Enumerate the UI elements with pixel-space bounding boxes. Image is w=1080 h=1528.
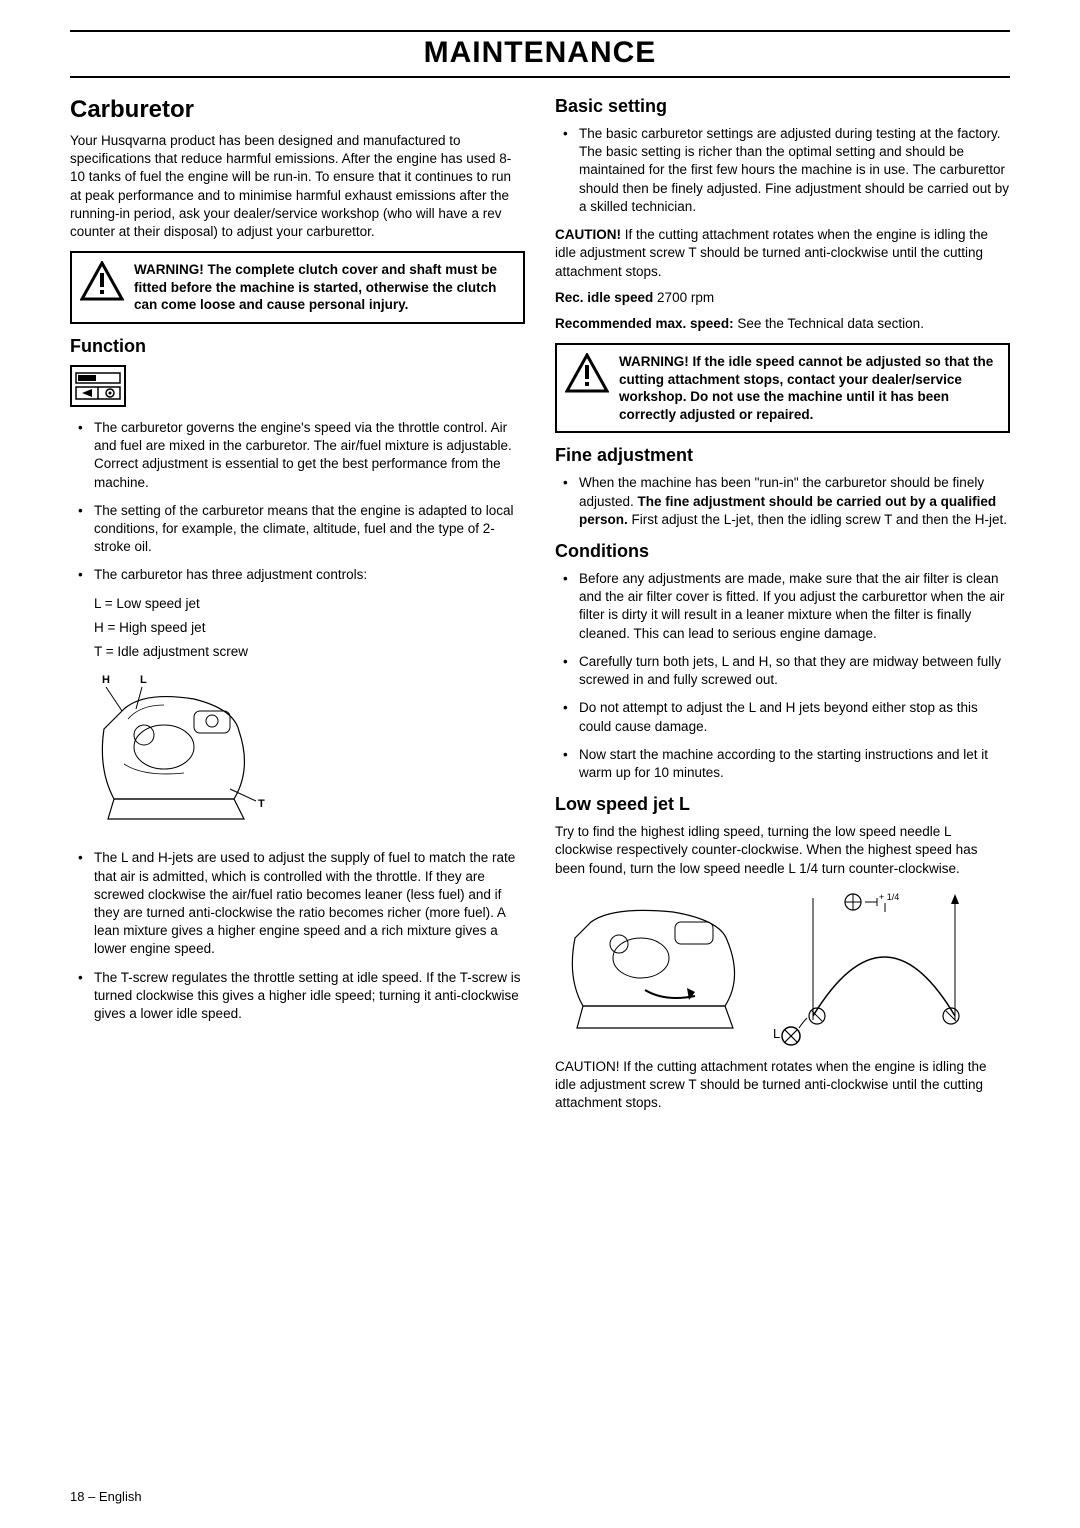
svg-text:H: H (102, 674, 110, 686)
warning-triangle-icon (565, 353, 609, 393)
jet-T: T = Idle adjustment screw (70, 643, 525, 661)
low-speed-diagram: L + 1/4 (555, 888, 975, 1048)
fine-b1-post: First adjust the L-jet, then the idling … (628, 512, 1007, 527)
function-bullet-2: The setting of the carburetor means that… (70, 502, 525, 557)
low-speed-paragraph: Try to find the highest idling speed, tu… (555, 823, 1010, 878)
basic-bullets: The basic carburetor settings are adjust… (555, 125, 1010, 216)
jet-L: L = Low speed jet (70, 595, 525, 613)
function-diagram-icon (70, 365, 126, 407)
page-footer: 18 – English (70, 1489, 142, 1504)
top-rule (70, 30, 1010, 32)
intro-paragraph: Your Husqvarna product has been designed… (70, 132, 525, 241)
rec-idle-value: 2700 rpm (653, 290, 714, 305)
left-column: Carburetor Your Husqvarna product has be… (70, 96, 525, 1123)
cond-bullet-4: Now start the machine according to the s… (555, 746, 1010, 782)
conditions-bullets: Before any adjustments are made, make su… (555, 570, 1010, 782)
function-bullet-1: The carburetor governs the engine's spee… (70, 419, 525, 492)
two-column-layout: Carburetor Your Husqvarna product has be… (70, 96, 1010, 1123)
jet-sublist: L = Low speed jet H = High speed jet T =… (70, 595, 525, 662)
basic-bullet-1: The basic carburetor settings are adjust… (555, 125, 1010, 216)
svg-text:L: L (773, 1026, 780, 1041)
svg-text:T: T (258, 798, 265, 810)
fine-adjustment-heading: Fine adjustment (555, 445, 1010, 466)
engine-diagram-hlt: H L T (84, 669, 274, 839)
warning-text-clutch: WARNING! The complete clutch cover and s… (134, 261, 515, 314)
basic-setting-heading: Basic setting (555, 96, 1010, 117)
function-bullets: The carburetor governs the engine's spee… (70, 419, 525, 585)
function-bullets-2: The L and H-jets are used to adjust the … (70, 849, 525, 1023)
title-rule (70, 76, 1010, 78)
function-bullet-5: The T-screw regulates the throttle setti… (70, 969, 525, 1024)
carburetor-heading: Carburetor (70, 96, 525, 124)
footer-language: – English (84, 1489, 141, 1504)
page-title: MAINTENANCE (70, 36, 1010, 70)
caution-rotating-1: CAUTION! If the cutting attachment rotat… (555, 226, 1010, 281)
jet-H: H = High speed jet (70, 619, 525, 637)
fine-bullet-1: When the machine has been "run-in" the c… (555, 474, 1010, 529)
function-heading: Function (70, 336, 525, 357)
svg-text:+ 1/4: + 1/4 (879, 892, 899, 902)
rec-idle-label: Rec. idle speed (555, 290, 653, 305)
caution-label-1: CAUTION! (555, 227, 621, 242)
rec-max-label: Recommended max. speed: (555, 316, 734, 331)
fine-bullets: When the machine has been "run-in" the c… (555, 474, 1010, 529)
cond-bullet-3: Do not attempt to adjust the L and H jet… (555, 699, 1010, 735)
right-column: Basic setting The basic carburetor setti… (555, 96, 1010, 1123)
warning-triangle-icon (80, 261, 124, 301)
cond-bullet-1: Before any adjustments are made, make su… (555, 570, 1010, 643)
low-speed-jet-heading: Low speed jet L (555, 794, 1010, 815)
function-bullet-4: The L and H-jets are used to adjust the … (70, 849, 525, 958)
warning-box-clutch: WARNING! The complete clutch cover and s… (70, 251, 525, 324)
conditions-heading: Conditions (555, 541, 1010, 562)
rec-max-value: See the Technical data section. (734, 316, 924, 331)
function-bullet-3: The carburetor has three adjustment cont… (70, 566, 525, 584)
warning-box-idle: WARNING! If the idle speed cannot be adj… (555, 343, 1010, 433)
footer-page-number: 18 (70, 1489, 84, 1504)
caution-rotating-2: CAUTION! If the cutting attachment rotat… (555, 1058, 1010, 1113)
rec-max-speed: Recommended max. speed: See the Technica… (555, 315, 1010, 333)
rec-idle-speed: Rec. idle speed 2700 rpm (555, 289, 1010, 307)
warning-text-idle: WARNING! If the idle speed cannot be adj… (619, 353, 1000, 423)
cond-bullet-2: Carefully turn both jets, L and H, so th… (555, 653, 1010, 689)
svg-text:L: L (140, 674, 147, 686)
